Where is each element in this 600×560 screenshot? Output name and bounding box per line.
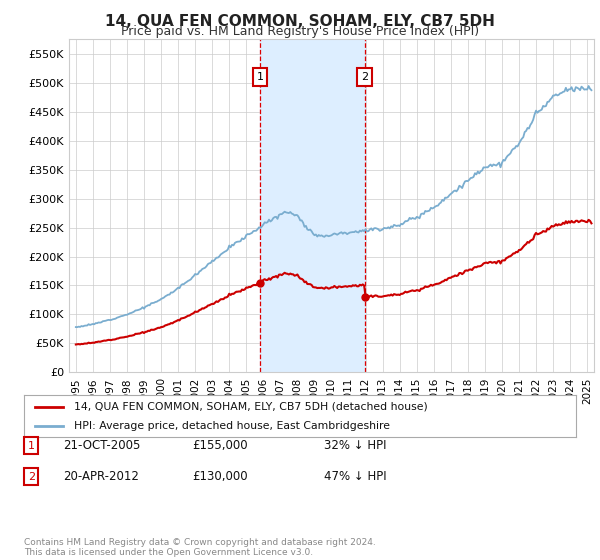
Text: 20-APR-2012: 20-APR-2012 (63, 470, 139, 483)
Text: 32% ↓ HPI: 32% ↓ HPI (324, 439, 386, 452)
Text: 21-OCT-2005: 21-OCT-2005 (63, 439, 140, 452)
Text: Contains HM Land Registry data © Crown copyright and database right 2024.
This d: Contains HM Land Registry data © Crown c… (24, 538, 376, 557)
Text: 1: 1 (256, 72, 263, 82)
Text: 14, QUA FEN COMMON, SOHAM, ELY, CB7 5DH: 14, QUA FEN COMMON, SOHAM, ELY, CB7 5DH (105, 14, 495, 29)
Text: 47% ↓ HPI: 47% ↓ HPI (324, 470, 386, 483)
Text: Price paid vs. HM Land Registry's House Price Index (HPI): Price paid vs. HM Land Registry's House … (121, 25, 479, 38)
Text: 2: 2 (28, 472, 35, 482)
Text: 1: 1 (28, 441, 35, 451)
Text: £130,000: £130,000 (192, 470, 248, 483)
Text: £155,000: £155,000 (192, 439, 248, 452)
Bar (260, 39, 365, 372)
Text: 2: 2 (361, 72, 368, 82)
Text: 14, QUA FEN COMMON, SOHAM, ELY, CB7 5DH (detached house): 14, QUA FEN COMMON, SOHAM, ELY, CB7 5DH … (74, 402, 427, 412)
Text: HPI: Average price, detached house, East Cambridgeshire: HPI: Average price, detached house, East… (74, 421, 389, 431)
